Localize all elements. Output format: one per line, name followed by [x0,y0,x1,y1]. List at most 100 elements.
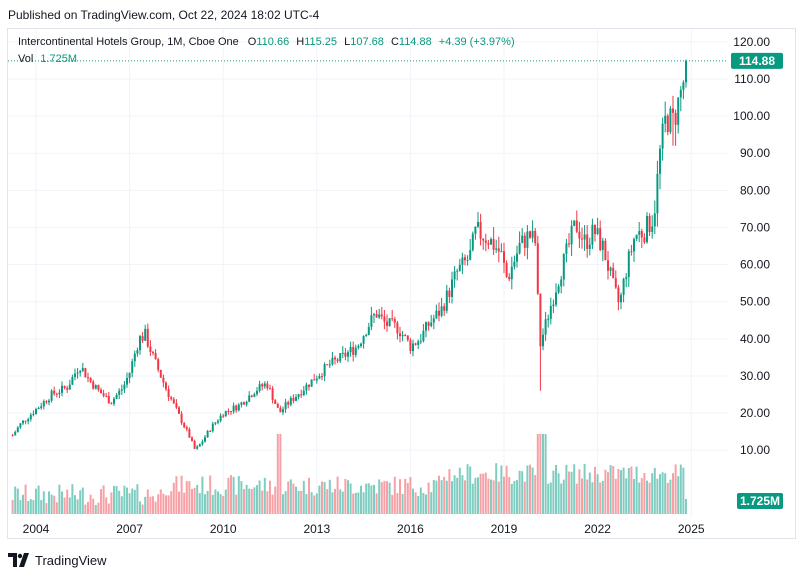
volume-bar [126,487,128,514]
candle-body [367,326,370,335]
candle-body [581,238,583,240]
volume-bar [71,484,74,514]
volume-bar [484,472,487,514]
candle-body [513,261,516,267]
candle-body [412,343,414,352]
volume-bar [492,480,495,514]
y-tick-label: 70.00 [740,220,770,234]
legend-close-value: 114.88 [398,36,432,48]
volume-bar [110,492,113,514]
y-tick-label: 80.00 [740,183,770,197]
candle-body [141,336,144,341]
footer[interactable]: TradingView [8,550,107,570]
volume-bar [367,483,370,514]
candle-body [149,346,152,352]
candle-body [209,430,212,432]
volume-bar [648,482,651,514]
volume-bar [440,480,443,514]
volume-bar [627,467,630,514]
candle-body [479,222,482,239]
candle-body [484,240,487,243]
candle-body [435,310,438,319]
volume-bar [562,479,565,514]
volume-tag [737,493,783,509]
candle-body [682,82,685,90]
y-tick-label: 120.00 [733,35,770,49]
candle-body [471,233,474,251]
volume-bar [188,481,191,514]
candle-body [76,372,79,374]
volume-bar [596,474,599,514]
y-tick-label: 110.00 [734,72,770,86]
candle-body [549,306,552,319]
candle-body [458,264,461,271]
volume-bar [245,484,248,514]
candle-body [526,231,529,248]
candle-body [113,398,115,404]
volume-bar [542,434,544,514]
candle-body [648,215,651,232]
volume-bar [183,492,186,514]
volume-bar [380,482,383,514]
volume-bar [445,480,448,514]
candle-body [284,402,287,410]
volume-bar [451,481,453,514]
candle-body [653,213,656,227]
candle-body [614,278,617,288]
volume-bar [672,473,674,514]
volume-bar [40,500,43,514]
candle-body [365,334,368,337]
volume-bar [149,496,152,514]
candle-body [81,368,84,371]
volume-bar [653,467,656,514]
volume-bar [237,476,240,514]
volume-bar [458,467,461,514]
volume-bar [24,484,27,514]
candle-body [326,364,329,366]
candle-body [198,444,201,447]
volume-bar [430,492,433,514]
candle-body [375,314,378,318]
volume-bar [180,475,183,514]
candle-body [53,390,56,394]
candle-body [315,378,318,381]
candle-body [289,397,292,405]
volume-value: 1.725M [40,53,78,65]
candle-body [591,224,594,245]
volume-bar [243,489,245,514]
candle-body [211,423,214,432]
volume-bar [274,486,277,514]
y-tick-label: 90.00 [740,146,770,160]
candle-body [612,267,615,279]
volume-bar [526,465,529,514]
volume-bar [313,495,316,514]
footer-brand: TradingView [35,552,107,568]
volume-bar [79,490,82,514]
candle-body [638,231,641,235]
volume-bar [287,481,290,514]
candle-body [230,411,232,413]
volume-bar [443,476,446,514]
volume-bar [201,476,204,514]
candle-body [100,389,102,394]
volume-bar [661,472,664,514]
candle-body [258,384,261,391]
volume-bar [419,487,422,514]
volume-bar [232,476,235,514]
candle-body [263,383,266,387]
candle-body [357,345,360,348]
volume-bar [276,434,279,514]
candle-body [495,248,498,250]
volume-bar [300,490,303,514]
volume-bar [500,465,503,514]
volume-bar [100,489,102,514]
candle-body [404,335,407,337]
candle-body [575,220,578,232]
volume-bar [308,477,310,514]
y-tick-label: 30.00 [740,369,770,383]
volume-bar [141,504,144,514]
candle-body [414,343,417,345]
volume-bar [123,485,126,514]
volume-bar [617,469,620,514]
